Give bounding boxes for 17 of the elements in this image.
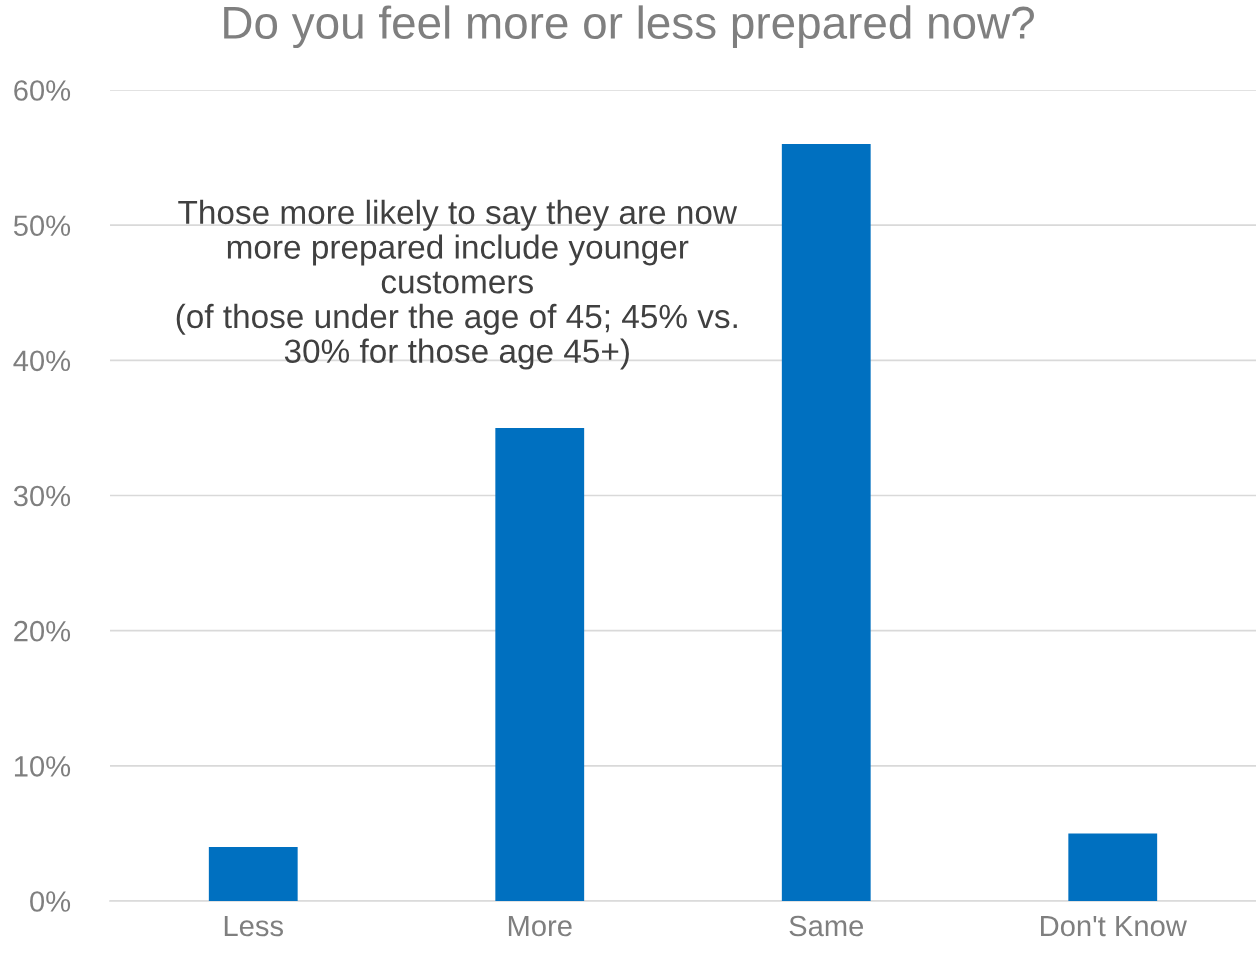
bar (495, 427, 585, 901)
y-tick-label: 60% (14, 80, 71, 101)
bar (1068, 833, 1158, 901)
x-tick-label: Less (224, 915, 283, 937)
y-tick-label: 30% (13, 485, 71, 507)
y-tick-label: 10% (14, 756, 71, 777)
x-tick-label: More (508, 915, 572, 937)
y-tick-label: 40% (13, 350, 71, 372)
x-tick-label: Don't Know (1041, 915, 1187, 937)
bar (781, 144, 871, 901)
y-tick-label: 0% (30, 891, 71, 912)
y-tick-label: 20% (14, 620, 71, 642)
x-tick-label: Same (789, 915, 864, 937)
chart-title: Do you feel more or less prepared now? (224, 5, 1034, 49)
y-tick-label: 50% (13, 215, 71, 237)
annotation: Those more likely to say they are now more prepared include younger customers (of those under the age of 45; 45% vs. 30% for those age 45+) (176, 199, 738, 370)
bar (208, 846, 298, 901)
